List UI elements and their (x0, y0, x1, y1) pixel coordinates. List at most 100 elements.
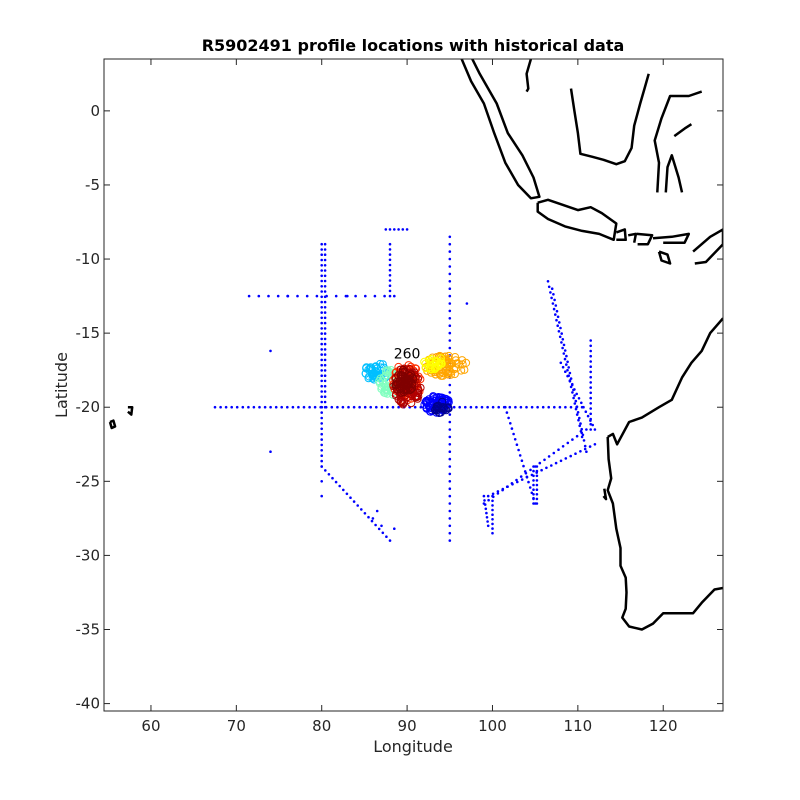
historical-point (524, 471, 528, 475)
historical-point (569, 377, 573, 380)
historical-point (580, 435, 584, 439)
historical-point (517, 448, 520, 452)
historical-point (559, 361, 563, 365)
profile-location (446, 368, 455, 377)
historical-point (566, 360, 569, 364)
coastline (460, 59, 541, 200)
historical-point (388, 289, 392, 293)
historical-point (323, 279, 327, 283)
historical-point (320, 342, 324, 346)
profile-location (364, 365, 373, 374)
historical-point (320, 337, 324, 341)
historical-point (485, 511, 488, 515)
historical-point (320, 405, 324, 409)
historical-point (574, 452, 577, 456)
profile-location (430, 365, 439, 374)
historical-point (513, 438, 517, 441)
historical-point (269, 349, 272, 353)
profile-location (399, 380, 408, 390)
historical-point (320, 422, 324, 425)
historical-point (397, 405, 400, 409)
profile-location (380, 383, 389, 392)
historical-point (320, 279, 324, 283)
y-tick-label: 0 (90, 102, 100, 120)
coastline (607, 317, 723, 446)
historical-point (352, 500, 356, 503)
historical-point (528, 486, 532, 489)
historical-point (338, 484, 342, 488)
historical-point (465, 302, 469, 305)
historical-point (331, 476, 334, 480)
coastline (606, 436, 723, 631)
historical-point (388, 279, 392, 282)
historical-point (525, 405, 528, 409)
profile-location (382, 368, 391, 377)
historical-point (323, 264, 327, 267)
historical-point (491, 405, 495, 409)
historical-point (336, 405, 339, 409)
historical-point (388, 274, 392, 277)
historical-point (323, 285, 327, 288)
historical-point (320, 300, 324, 304)
historical-point (323, 332, 327, 335)
historical-point (589, 396, 592, 400)
historical-point (515, 478, 518, 482)
historical-point (535, 497, 539, 501)
historical-point (369, 405, 373, 409)
historical-point (334, 294, 338, 298)
historical-point (448, 302, 452, 305)
historical-point (535, 483, 539, 487)
historical-point (483, 499, 486, 502)
historical-point (532, 497, 535, 501)
historical-point (579, 450, 582, 453)
historical-point (448, 487, 452, 491)
profile-location (420, 357, 429, 366)
historical-point (558, 405, 562, 409)
profile-location (421, 364, 430, 373)
historical-point (302, 405, 306, 409)
y-tick-label: -10 (76, 250, 101, 268)
historical-point (589, 375, 592, 379)
historical-point (541, 405, 545, 409)
historical-point (323, 405, 327, 409)
historical-point (518, 454, 522, 457)
historical-point (553, 298, 556, 302)
historical-point (247, 405, 250, 409)
historical-point (589, 344, 592, 348)
historical-point (576, 411, 580, 414)
historical-point (591, 423, 594, 427)
historical-point (370, 519, 374, 523)
historical-point (385, 535, 388, 538)
historical-point (530, 405, 534, 409)
historical-point (574, 407, 578, 411)
historical-point (375, 405, 378, 409)
y-tick-label: -20 (76, 398, 101, 416)
historical-point (575, 413, 579, 416)
historical-point (383, 294, 386, 298)
historical-point (323, 306, 327, 309)
historical-point (241, 405, 245, 409)
historical-point (522, 464, 525, 468)
historical-point (506, 485, 509, 489)
historical-point (323, 369, 327, 372)
historical-point (582, 439, 586, 442)
historical-point (486, 494, 490, 498)
historical-point (352, 405, 356, 409)
profile-location (457, 366, 466, 375)
historical-point (564, 457, 568, 460)
historical-point (584, 410, 588, 414)
historical-point (554, 313, 557, 316)
historical-point (578, 424, 581, 428)
historical-point (563, 349, 567, 352)
historical-point (535, 488, 539, 492)
x-tick-label: 90 (398, 717, 417, 735)
axes-box (103, 58, 724, 712)
historical-point (569, 405, 573, 409)
historical-point (520, 459, 524, 463)
historical-point (448, 509, 452, 513)
historical-point (550, 287, 554, 291)
historical-point (388, 258, 392, 262)
historical-point (269, 405, 272, 409)
historical-point (571, 391, 574, 394)
historical-point (448, 346, 452, 350)
